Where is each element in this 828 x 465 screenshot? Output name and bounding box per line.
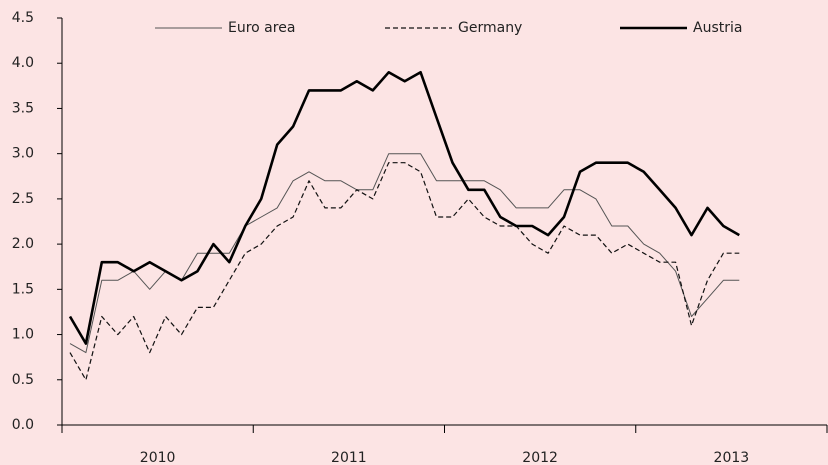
legend-label: Euro area (228, 20, 295, 36)
legend-label: Germany (458, 20, 522, 36)
series-line (69, 153, 740, 354)
x-tick-label: 2013 (714, 450, 750, 465)
y-tick-label: 3.0 (12, 146, 34, 162)
y-tick-label: 0.0 (12, 417, 34, 433)
y-tick-label: 1.0 (12, 327, 34, 343)
series-line (69, 162, 740, 381)
x-tick-label: 2010 (140, 450, 176, 465)
y-tick-label: 4.0 (12, 55, 34, 71)
x-tick-label: 2011 (331, 450, 367, 465)
y-tick-label: 4.5 (12, 10, 34, 26)
y-tick-label: 0.5 (12, 372, 34, 388)
y-tick-label: 1.5 (12, 281, 34, 297)
y-tick-label: 3.5 (12, 100, 34, 116)
y-tick-label: 2.5 (12, 191, 34, 207)
series-line (68, 71, 740, 345)
x-tick-label: 2012 (522, 450, 558, 465)
y-tick-label: 2.0 (12, 236, 34, 252)
legend-label: Austria (693, 20, 742, 36)
